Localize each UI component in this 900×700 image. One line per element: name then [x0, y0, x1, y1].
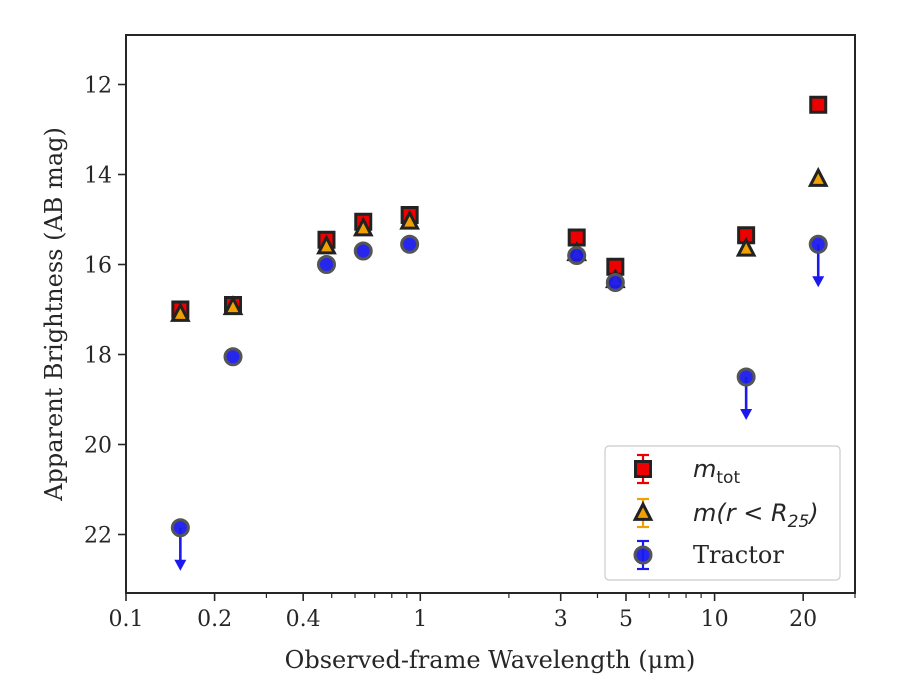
circle-marker: [633, 545, 653, 565]
triangle-marker: [352, 216, 374, 237]
y-axis-label: Apparent Brightness (AB mag): [40, 127, 68, 502]
circle-marker: [400, 234, 420, 254]
legend-entry: m(r < R25): [632, 497, 819, 532]
triangle-marker: [735, 236, 757, 257]
legend: mtot m(r < R25) Tractor: [604, 445, 841, 581]
data-point: [735, 236, 757, 257]
x-tick-label: 0.4: [286, 607, 321, 632]
y-tick-label: 14: [84, 164, 112, 189]
square-marker: [634, 460, 652, 478]
legend-entry: mtot: [634, 453, 740, 488]
x-tick-label: 0.1: [109, 607, 144, 632]
data-point: [808, 234, 828, 288]
x-tick-label: 1: [413, 607, 427, 632]
data-point: [605, 273, 625, 292]
x-tick-label: 20: [789, 607, 817, 632]
y-tick-label: 18: [84, 344, 112, 369]
triangle-marker: [807, 166, 829, 187]
data-point: [222, 295, 244, 316]
series-square: [171, 95, 828, 319]
triangle-marker: [222, 295, 244, 316]
arrow-head: [812, 276, 825, 288]
legend-label: mtot: [693, 455, 740, 488]
triangle-marker: [316, 234, 337, 255]
legend-box: [604, 445, 841, 581]
data-point: [807, 166, 829, 187]
data-point: [399, 209, 420, 230]
arrow-head: [740, 409, 753, 420]
circle-marker: [353, 241, 373, 261]
data-point: [316, 234, 337, 255]
y-tick-label: 16: [84, 254, 112, 279]
square-marker: [809, 95, 828, 114]
circle-marker: [736, 367, 756, 387]
data-point: [170, 518, 190, 571]
series-circle: [170, 234, 828, 571]
x-tick-label: 10: [701, 607, 729, 632]
y-tick-label: 22: [84, 524, 112, 549]
data-point: [567, 246, 587, 265]
x-axis-label: Observed-frame Wavelength (μm): [285, 646, 696, 674]
x-tick-label: 0.2: [197, 607, 232, 632]
triangle-marker: [632, 500, 654, 521]
arrow-head: [174, 559, 187, 571]
data-point: [809, 95, 828, 114]
x-tick-label: 5: [619, 607, 633, 632]
triangle-marker: [170, 301, 191, 322]
data-point: [223, 347, 243, 367]
legend-label: Tractor: [693, 541, 784, 569]
y-tick-label: 12: [84, 74, 112, 99]
tick-labels: 0.1 0.2 0.4 1 3 5 10 20 12 14 16 18 20 22: [84, 74, 817, 633]
data-point: [400, 234, 420, 254]
y-tick-label: 20: [84, 434, 112, 459]
circle-marker: [567, 246, 587, 265]
data-point: [170, 301, 191, 322]
legend-label: m(r < R25): [693, 499, 819, 532]
data-point: [353, 241, 373, 261]
plot-frame: [125, 34, 856, 594]
circle-marker: [605, 273, 625, 292]
triangle-marker: [399, 209, 420, 230]
data-point: [352, 216, 374, 237]
data-points: [170, 95, 829, 571]
data-point: [736, 367, 756, 420]
circle-marker: [808, 234, 828, 254]
circle-marker: [316, 255, 336, 274]
x-tick-label: 3: [554, 607, 568, 632]
data-point: [316, 255, 336, 274]
legend-entry: Tractor: [633, 539, 784, 571]
series-triangle: [170, 166, 829, 322]
circle-marker: [223, 347, 243, 367]
circle-marker: [170, 518, 190, 538]
